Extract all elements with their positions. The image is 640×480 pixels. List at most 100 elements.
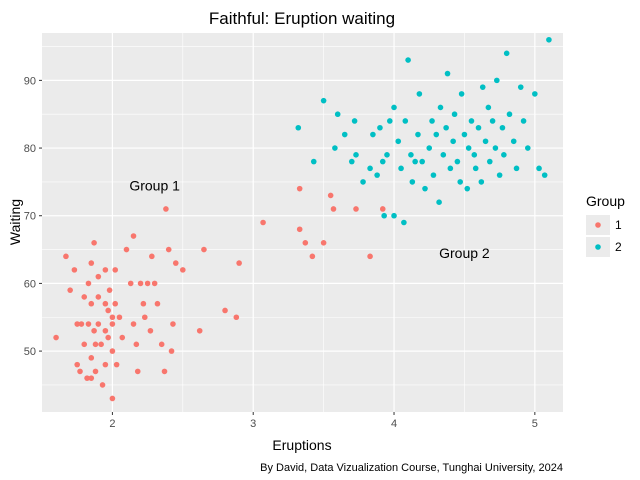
data-point-group-1 [92,341,99,348]
data-point-group-2 [496,172,503,178]
data-point-group-1 [99,382,106,388]
data-point-group-1 [88,355,95,361]
data-point-group-2 [489,118,496,124]
data-point-group-2 [401,219,407,226]
data-point-group-2 [387,118,393,124]
data-point-group-1 [102,327,109,334]
x-tick-label: 3 [250,418,256,430]
data-point-group-1 [102,267,109,273]
data-point-group-2 [492,145,499,151]
data-point-group-2 [377,124,383,131]
data-point-group-2 [524,145,531,151]
data-point-group-2 [341,131,348,138]
data-point-group-2 [454,158,461,165]
data-point-group-2 [295,124,302,131]
data-point-group-2 [402,118,409,124]
data-point-group-1 [353,206,359,212]
data-point-group-2 [332,145,338,151]
data-point-group-2 [486,158,493,165]
data-point-group-1 [77,368,83,375]
chart-caption: By David, Data Vizualization Course, Tun… [260,462,563,474]
data-point-group-1 [320,240,327,246]
data-point-group-1 [105,334,111,341]
data-point-group-1 [81,294,88,300]
data-point-group-2 [430,172,437,178]
y-tick-label: 50 [24,346,36,358]
y-axis-title: Waiting [7,199,23,245]
data-point-group-2 [457,179,464,185]
plot-panel [42,33,563,412]
data-point-group-1 [201,246,207,253]
data-point-group-1 [102,300,109,307]
data-point-group-1 [92,368,99,375]
data-point-group-2 [546,36,552,43]
data-point-group-2 [415,131,421,138]
legend-key-1 [595,222,601,228]
data-point-group-2 [379,158,386,165]
data-points [53,36,552,402]
data-point-group-1 [151,280,158,287]
data-point-group-1 [296,226,303,233]
data-point-group-1 [168,348,175,354]
data-point-group-1 [158,341,165,348]
data-point-group-1 [67,287,73,293]
data-point-group-2 [374,172,380,178]
data-point-group-1 [233,314,240,321]
data-point-group-1 [127,280,134,287]
data-point-group-1 [63,253,69,260]
data-point-group-2 [384,152,390,158]
grid-major [42,33,563,412]
data-point-group-2 [475,124,482,131]
data-point-group-2 [517,84,524,90]
legend-label-1: 1 [615,218,622,232]
data-point-group-1 [113,361,120,368]
data-point-group-1 [130,321,137,327]
data-point-group-2 [422,185,428,192]
data-point-group-2 [465,145,472,151]
data-point-group-2 [408,152,414,158]
data-point-group-2 [450,138,456,145]
data-point-group-1 [85,321,92,327]
data-point-group-2 [351,118,358,124]
data-point-group-1 [95,321,102,327]
data-point-group-2 [520,118,527,124]
data-point-group-1 [88,375,95,381]
data-point-group-1 [367,253,373,260]
data-point-group-1 [74,321,81,327]
y-tick-label: 70 [24,211,36,223]
data-point-group-2 [479,84,486,90]
data-point-group-1 [102,361,109,368]
data-point-group-2 [437,104,444,111]
y-tick-label: 80 [24,143,36,155]
data-point-group-2 [416,91,423,97]
data-point-group-1 [302,240,309,246]
x-tick-label: 5 [532,418,538,430]
data-point-group-2 [510,138,517,145]
data-point-group-1 [170,321,176,327]
data-point-group-2 [503,50,510,57]
data-point-group-2 [426,145,433,151]
data-point-group-2 [482,138,489,145]
legend-key-2 [595,244,601,250]
data-point-group-1 [105,307,111,314]
data-point-group-1 [91,240,97,246]
data-point-group-2 [348,158,355,165]
data-point-group-2 [391,104,397,111]
data-point-group-2 [451,111,458,118]
data-point-group-1 [134,368,141,375]
data-point-group-2 [405,57,411,63]
data-point-group-1 [109,395,116,402]
data-point-group-1 [85,280,92,287]
data-point-group-1 [109,314,116,321]
x-axis-title: Eruptions [272,437,331,453]
data-point-group-1 [149,253,155,260]
data-point-group-1 [112,300,119,307]
data-point-group-2 [419,158,425,165]
data-point-group-2 [353,152,359,158]
data-point-group-2 [440,152,447,158]
data-point-group-1 [133,341,140,348]
data-point-group-2 [433,131,440,138]
data-point-group-1 [161,368,168,375]
data-point-group-2 [436,199,442,205]
